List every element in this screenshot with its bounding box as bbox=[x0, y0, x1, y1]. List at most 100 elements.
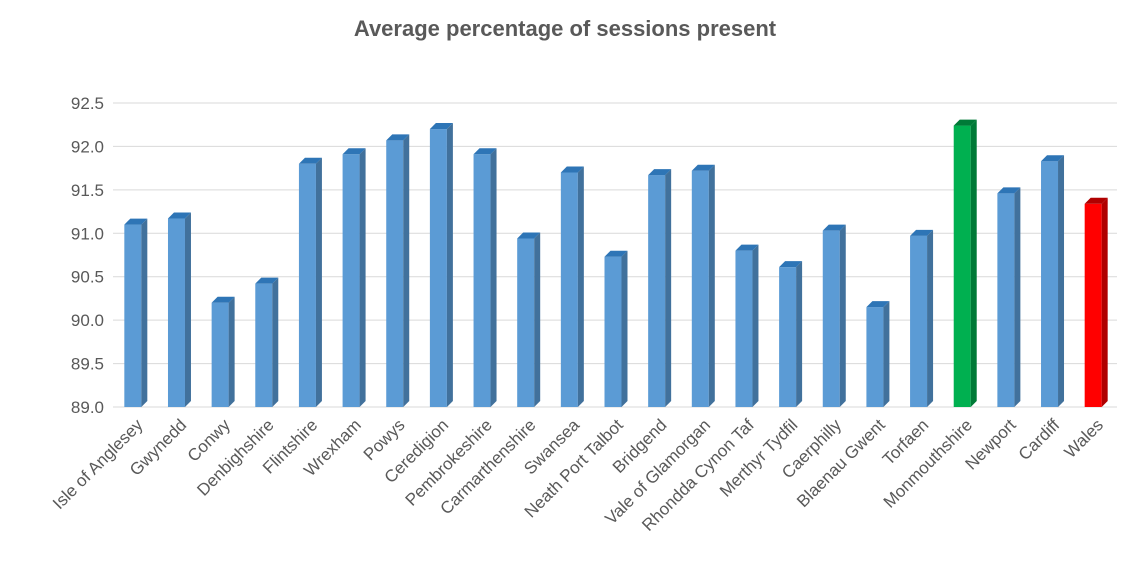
bar-blaenau-gwent bbox=[866, 301, 890, 407]
bar-front bbox=[211, 302, 229, 407]
bar-side bbox=[577, 166, 584, 407]
y-tick-label: 92.5 bbox=[71, 94, 104, 113]
bar-swansea bbox=[560, 166, 584, 407]
y-axis-ticks: 89.0 89.5 90.0 90.5 91.0 91.5 92.0 92.5 bbox=[71, 94, 104, 417]
bar-wales bbox=[1084, 197, 1108, 407]
bar-torfaen bbox=[910, 229, 934, 407]
bar-wrexham bbox=[342, 148, 366, 407]
bar-isle-of-anglesey bbox=[124, 218, 148, 407]
bar-side bbox=[446, 123, 453, 408]
bar-front bbox=[386, 140, 404, 407]
bar-side bbox=[796, 261, 803, 407]
chart-title: Average percentage of sessions present bbox=[353, 16, 777, 41]
bar-top bbox=[517, 232, 541, 239]
bar-side bbox=[665, 169, 672, 407]
bar-side bbox=[403, 134, 410, 407]
bar-caerphilly bbox=[822, 224, 846, 407]
bar-top bbox=[211, 296, 235, 303]
bar-front bbox=[298, 163, 316, 407]
bar-front bbox=[866, 307, 884, 407]
y-tick-label: 91.5 bbox=[71, 181, 104, 200]
bars bbox=[124, 119, 1108, 408]
bar-side bbox=[927, 229, 934, 407]
bar-side bbox=[1101, 197, 1108, 407]
bar-vale-of-glamorgan bbox=[691, 164, 715, 407]
y-tick-label: 92.0 bbox=[71, 137, 104, 156]
bar-side bbox=[315, 157, 322, 407]
bar-top bbox=[691, 164, 715, 171]
bar-side bbox=[272, 277, 279, 407]
bar-front bbox=[342, 154, 360, 407]
bar-front bbox=[124, 224, 142, 407]
bar-top bbox=[124, 218, 148, 225]
bar-top bbox=[735, 244, 759, 251]
bar-front bbox=[604, 256, 622, 407]
bar-neath-port-talbot bbox=[604, 250, 628, 407]
bar-newport bbox=[997, 187, 1021, 407]
bar-front bbox=[517, 238, 535, 407]
bar-top bbox=[604, 250, 628, 257]
bar-merthyr-tydfil bbox=[779, 261, 803, 407]
bar-flintshire bbox=[298, 157, 322, 407]
bar-top bbox=[648, 169, 672, 176]
x-axis-labels: Isle of AngleseyGwyneddConwyDenbighshire… bbox=[49, 415, 1107, 535]
bar-top bbox=[953, 119, 977, 126]
bar-side bbox=[534, 232, 541, 407]
bar-top bbox=[822, 224, 846, 231]
x-tick-label: Cardiff bbox=[1015, 415, 1064, 464]
bar-front bbox=[1041, 161, 1059, 407]
bar-front bbox=[691, 170, 709, 407]
y-tick-label: 89.5 bbox=[71, 355, 104, 374]
bar-front bbox=[167, 218, 185, 407]
x-tick-label: Wales bbox=[1061, 415, 1107, 461]
bar-top bbox=[560, 166, 584, 173]
bar-side bbox=[752, 244, 759, 407]
bar-front bbox=[648, 175, 666, 407]
bar-carmarthenshire bbox=[517, 232, 541, 407]
bar-top bbox=[1084, 197, 1108, 204]
bar-top bbox=[342, 148, 366, 155]
bar-denbighshire bbox=[255, 277, 279, 407]
bar-front bbox=[779, 267, 797, 407]
bar-top bbox=[866, 301, 890, 308]
bar-front bbox=[1084, 203, 1102, 407]
bar-top bbox=[298, 157, 322, 164]
bar-top bbox=[386, 134, 410, 141]
bar-side bbox=[141, 218, 148, 407]
bar-side bbox=[1058, 155, 1065, 407]
bar-side bbox=[1014, 187, 1021, 407]
bar-cardiff bbox=[1041, 155, 1065, 407]
bar-side bbox=[184, 212, 191, 407]
bar-front bbox=[255, 283, 273, 407]
bar-side bbox=[839, 224, 846, 407]
y-tick-label: 90.0 bbox=[71, 311, 104, 330]
bar-front bbox=[473, 154, 491, 407]
bar-powys bbox=[386, 134, 410, 407]
bar-side bbox=[621, 250, 628, 407]
bar-front bbox=[429, 129, 447, 408]
y-tick-label: 90.5 bbox=[71, 268, 104, 287]
y-tick-label: 89.0 bbox=[71, 398, 104, 417]
bar-top bbox=[910, 229, 934, 236]
bar-ceredigion bbox=[429, 123, 453, 408]
bar-side bbox=[359, 148, 366, 407]
bar-front bbox=[822, 230, 840, 407]
bar-top bbox=[167, 212, 191, 219]
bar-side bbox=[490, 148, 497, 407]
bar-monmouthshire bbox=[953, 119, 977, 407]
bar-front bbox=[953, 125, 971, 407]
bar-side bbox=[883, 301, 890, 407]
bar-top bbox=[997, 187, 1021, 194]
bar-side bbox=[970, 119, 977, 407]
bar-conwy bbox=[211, 296, 235, 407]
bar-top bbox=[1041, 155, 1065, 162]
bar-front bbox=[910, 235, 928, 407]
bar-front bbox=[560, 172, 578, 407]
bar-front bbox=[735, 250, 753, 407]
bar-top bbox=[255, 277, 279, 284]
y-tick-label: 91.0 bbox=[71, 224, 104, 243]
bar-side bbox=[228, 296, 235, 407]
bar-gwynedd bbox=[167, 212, 191, 407]
